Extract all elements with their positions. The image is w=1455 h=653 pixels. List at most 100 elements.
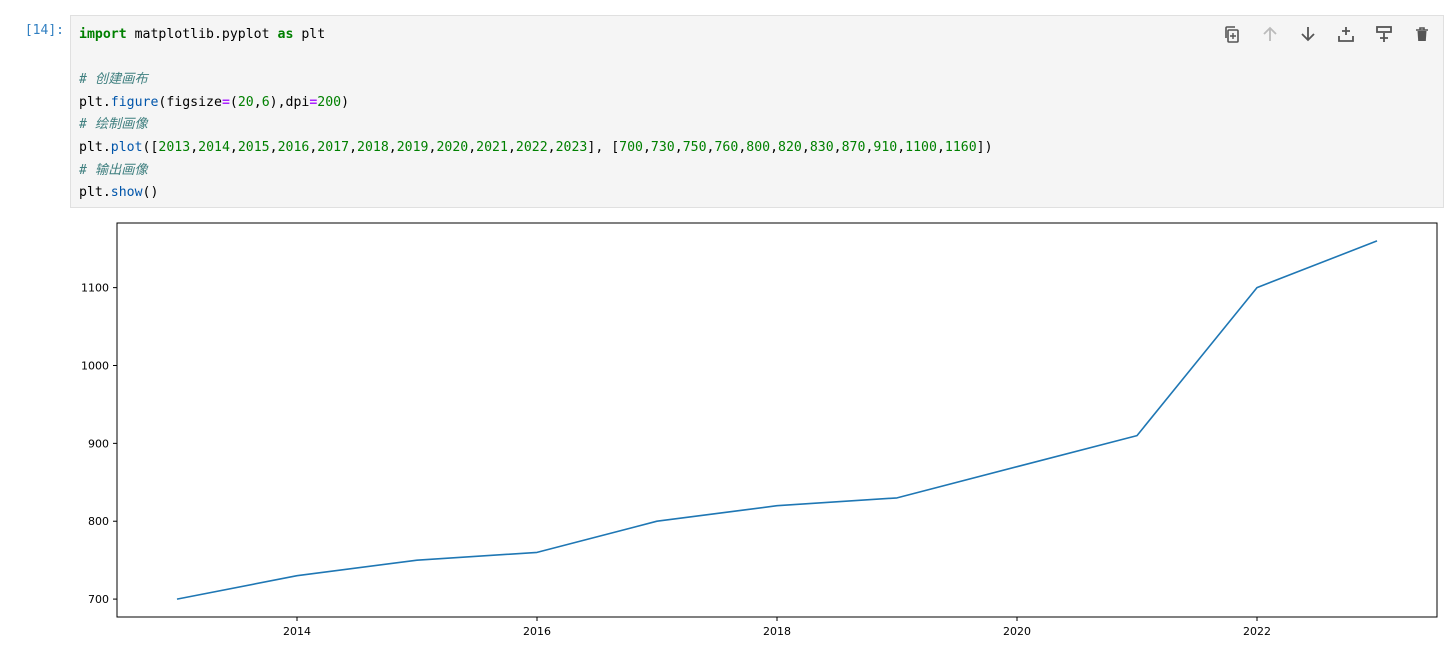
- code-token: 1100: [905, 139, 937, 155]
- code-token: 2017: [317, 139, 350, 155]
- code-token: figure: [110, 94, 159, 110]
- code-token: ,: [253, 94, 262, 110]
- code-token: ,: [507, 139, 516, 155]
- code-token: as: [277, 27, 294, 42]
- code-line: plt.show(): [79, 182, 993, 205]
- y-tick-label: 1000: [81, 359, 109, 372]
- x-tick-label: 2022: [1243, 625, 1271, 638]
- code-token: 750: [682, 139, 707, 155]
- code-token: ,: [309, 139, 318, 155]
- duplicate-cell-button[interactable]: [1219, 23, 1245, 45]
- copy-icon: [1225, 26, 1239, 43]
- code-token: plt.: [79, 139, 111, 155]
- code-line: import matplotlib.pyplot as plt: [79, 24, 993, 47]
- code-token: ,: [706, 139, 715, 155]
- code-token: import: [79, 27, 127, 42]
- code-token: plt.: [79, 94, 111, 110]
- code-token: 2014: [198, 139, 230, 155]
- code-line: [79, 47, 993, 70]
- code-token: 200: [317, 94, 342, 110]
- code-token: ,: [349, 139, 358, 155]
- code-token: (: [229, 94, 238, 110]
- insert-below-icon: [1376, 26, 1392, 42]
- code-token: show: [110, 185, 143, 201]
- code-token: ,: [738, 139, 747, 155]
- arrow-down-icon: [1301, 27, 1315, 42]
- y-tick-label: 700: [88, 593, 109, 606]
- code-token: plt.: [79, 185, 111, 201]
- move-down-button[interactable]: [1295, 23, 1321, 45]
- code-token: 1160: [944, 139, 977, 155]
- y-tick-label: 900: [88, 437, 109, 450]
- y-tick-label: 800: [88, 515, 109, 528]
- insert-below-button[interactable]: [1371, 23, 1397, 45]
- code-token: 830: [809, 139, 834, 155]
- code-token: ,: [269, 139, 278, 155]
- code-token: 2020: [436, 139, 469, 155]
- trash-icon: [1416, 27, 1428, 41]
- code-token: (figsize: [158, 94, 222, 110]
- code-token: 2018: [357, 139, 389, 155]
- code-token: # 输出画像: [79, 162, 148, 178]
- code-token: 2013: [158, 139, 191, 155]
- code-token: plt: [293, 27, 326, 42]
- arrow-up-icon: [1263, 26, 1277, 41]
- code-line: # 输出画像: [79, 160, 993, 183]
- code-token: 2019: [396, 139, 429, 155]
- code-line: # 绘制画像: [79, 114, 993, 137]
- code-token: ,: [674, 139, 683, 155]
- code-token: ,: [833, 139, 842, 155]
- code-token: 6: [261, 94, 270, 110]
- code-token: ([: [142, 139, 159, 155]
- code-token: (): [142, 185, 159, 201]
- code-token: 760: [714, 139, 739, 155]
- code-token: plot: [110, 139, 143, 155]
- code-token: 2022: [515, 139, 548, 155]
- code-token: ,: [801, 139, 810, 155]
- code-token: =: [221, 94, 230, 110]
- delete-cell-button[interactable]: [1409, 23, 1435, 45]
- code-token: 730: [650, 139, 675, 155]
- code-token: ,: [865, 139, 874, 155]
- code-token: ): [341, 94, 350, 110]
- code-token: ,: [190, 139, 199, 155]
- code-token: matplotlib.pyplot: [126, 27, 278, 42]
- code-token: 910: [873, 139, 898, 155]
- code-token: ,: [642, 139, 651, 155]
- code-token: ),dpi: [269, 94, 310, 110]
- code-token: 20: [237, 94, 254, 110]
- insert-above-button[interactable]: [1333, 23, 1359, 45]
- code-token: 2023: [555, 139, 588, 155]
- code-token: ,: [897, 139, 906, 155]
- code-line: # 创建画布: [79, 69, 993, 92]
- code-token: ]): [976, 139, 993, 155]
- x-tick-label: 2020: [1003, 625, 1031, 638]
- code-token: 700: [619, 139, 643, 155]
- code-token: 2015: [237, 139, 270, 155]
- code-token: ], [: [587, 139, 620, 155]
- code-token: ,: [936, 139, 945, 155]
- move-up-button[interactable]: [1257, 23, 1283, 45]
- code-token: # 创建画布: [79, 72, 148, 88]
- code-token: ,: [468, 139, 477, 155]
- code-token: ,: [428, 139, 437, 155]
- code-token: 800: [746, 139, 771, 155]
- code-line: plt.figure(figsize=(20,6),dpi=200): [79, 92, 993, 115]
- code-cell[interactable]: import matplotlib.pyplot as plt # 创建画布 plt…: [70, 15, 1444, 208]
- insert-above-icon: [1338, 27, 1354, 42]
- code-token: ,: [229, 139, 238, 155]
- plot-area: [116, 222, 1438, 618]
- cell-prompt: [14]:: [24, 23, 64, 38]
- code-token: ,: [770, 139, 779, 155]
- code-token: 2021: [476, 139, 508, 155]
- code-token: =: [309, 94, 318, 110]
- code-token: ,: [388, 139, 397, 155]
- code-token: ,: [547, 139, 556, 155]
- code-editor[interactable]: import matplotlib.pyplot as plt # 创建画布 plt…: [79, 24, 993, 205]
- y-tick-label: 1100: [81, 282, 109, 295]
- code-line: plt.plot([2013,2014,2015,2016,2017,2018,…: [79, 137, 993, 160]
- code-token: # 绘制画像: [79, 117, 148, 133]
- x-tick-label: 2014: [283, 625, 311, 638]
- cell-toolbar: [1219, 23, 1435, 45]
- chart-output: 2014 2016 2018 2020 2022 700 800 900 1000 1100: [81, 222, 1438, 638]
